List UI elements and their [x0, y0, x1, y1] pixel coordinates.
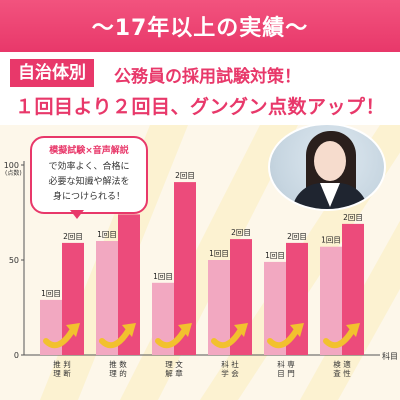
callout-tail	[70, 210, 84, 219]
y-tick-label: 0	[14, 351, 19, 360]
bar-series-label: 2回目	[175, 171, 195, 180]
category-label: 会	[231, 368, 239, 378]
person-photo	[268, 123, 386, 211]
category-label: 門	[287, 369, 295, 378]
page-title: ～17年以上の実績～	[91, 16, 309, 41]
category-tag: 自治体別	[10, 59, 94, 87]
category-label: 章	[175, 368, 183, 378]
bar-series-label: 1回目	[265, 251, 285, 260]
callout-line: 身につけられる！	[52, 192, 125, 202]
subheader-text: 公務員の採用試験対策！	[114, 67, 301, 87]
bar-series-label: 2回目	[63, 232, 83, 241]
header-banner: ～17年以上の実績～	[0, 0, 400, 52]
bar-series-label: 2回目	[231, 228, 251, 237]
bar	[118, 214, 140, 355]
bar	[208, 260, 230, 355]
bar-series-label: 1回目	[209, 249, 229, 258]
callout-title: 模擬試験×音声解説	[49, 146, 129, 156]
category-label: 推	[53, 359, 61, 369]
growth-arrow-head	[178, 323, 192, 337]
category-label: 科	[277, 359, 285, 369]
category-label: 解	[165, 368, 173, 378]
bar-series-label: 2回目	[343, 213, 363, 222]
bar	[96, 241, 118, 355]
growth-arrow-head	[346, 323, 360, 337]
callout-line: 必要な知識や解法を	[48, 177, 130, 187]
callout-bubble: 模擬試験×音声解説 で効率よく、合格に 必要な知識や解法を 身につけられる！	[30, 136, 148, 214]
bar-series-label: 1回目	[97, 230, 117, 239]
bar-series-label: 1回目	[41, 289, 61, 298]
category-label: 判	[63, 359, 71, 369]
y-tick-label: 50	[9, 256, 19, 265]
bar	[152, 282, 174, 355]
category-label: 文	[175, 359, 183, 369]
growth-arrow	[155, 328, 187, 349]
category-label: 的	[119, 368, 127, 378]
headline: １回目より２回目、グングン点数アップ！	[14, 96, 386, 118]
growth-arrow	[99, 328, 131, 349]
bar	[264, 261, 286, 355]
category-label: 学	[221, 368, 229, 378]
category-label: 査	[333, 368, 341, 378]
growth-arrow-head	[290, 323, 304, 337]
category-label: 適	[343, 359, 351, 369]
category-label: 社	[231, 359, 239, 369]
growth-arrow	[43, 328, 75, 349]
category-label: 数	[119, 359, 127, 369]
growth-arrow	[267, 328, 299, 349]
x-unit-label: 科目	[382, 351, 398, 361]
category-label: 理	[165, 360, 173, 369]
growth-arrow-head	[234, 323, 248, 337]
category-label: 目	[277, 369, 285, 378]
growth-arrow-head	[122, 323, 136, 337]
category-label: 検	[333, 359, 341, 369]
category-label: 推	[109, 359, 117, 369]
y-tick-label: 100	[4, 161, 19, 170]
category-label: 断	[63, 368, 71, 378]
person-face	[314, 141, 346, 181]
category-label: 理	[53, 369, 61, 378]
growth-arrow	[211, 328, 243, 349]
category-label: 性	[343, 368, 351, 378]
callout-line: で効率よく、合格に	[48, 162, 130, 172]
bar	[342, 223, 364, 355]
bar	[174, 182, 196, 355]
growth-arrow-head	[66, 323, 80, 337]
bar-series-label: 2回目	[287, 232, 307, 241]
bar-series-label: 1回目	[153, 272, 173, 281]
category-label: 専	[287, 359, 295, 369]
category-label: 科	[221, 359, 229, 369]
y-unit-label: (点数)	[5, 169, 22, 177]
bar-series-label: 1回目	[321, 236, 341, 245]
bar	[320, 246, 342, 355]
category-label: 理	[109, 369, 117, 378]
subheader: 自治体別 公務員の採用試験対策！	[10, 59, 390, 89]
growth-arrow	[323, 328, 355, 349]
